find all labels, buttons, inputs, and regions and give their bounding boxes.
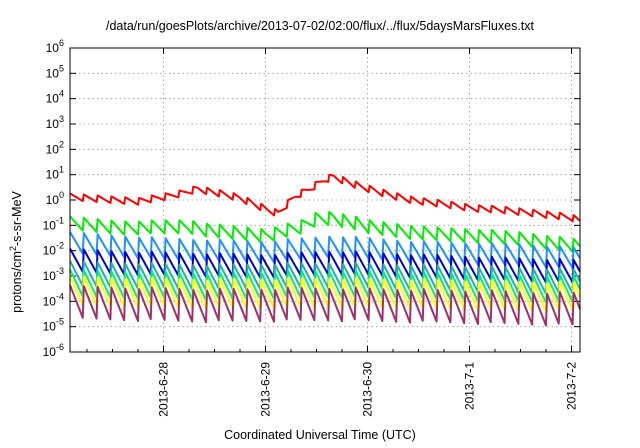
x-tick-label: 2013-6-28 [157, 362, 171, 417]
y-tick-exponent: 0 [59, 190, 64, 200]
chart-title: /data/run/goesPlots/archive/2013-07-02/0… [105, 19, 534, 33]
series-line [69, 248, 581, 284]
y-tick-base: 10 [46, 92, 60, 106]
y-tick-label: 102 [46, 139, 64, 156]
y-tick-base: 10 [46, 66, 60, 80]
y-tick-exponent: -6 [56, 342, 64, 352]
y-tick-base: 10 [43, 345, 57, 359]
y-tick-label: 104 [46, 89, 64, 106]
x-tick-label: 2013-7-1 [463, 362, 477, 410]
series-line [69, 173, 581, 223]
y-tick-exponent: -1 [56, 215, 64, 225]
y-tick-exponent: 6 [59, 38, 64, 48]
x-axis-label: Coordinated Universal Time (UTC) [224, 428, 416, 442]
y-tick-label: 101 [46, 165, 64, 182]
y-tick-base: 10 [46, 117, 60, 131]
y-tick-base: 10 [46, 142, 60, 156]
y-tick-exponent: 2 [59, 139, 64, 149]
y-tick-label: 105 [46, 63, 64, 80]
y-tick-exponent: 1 [59, 165, 64, 175]
x-tick-label: 2013-6-30 [361, 362, 375, 417]
y-tick-base: 10 [43, 269, 57, 283]
y-tick-base: 10 [46, 193, 60, 207]
y-tick-exponent: 4 [59, 89, 64, 99]
x-tick-label: 2013-7-2 [565, 362, 579, 410]
y-tick-exponent: -4 [56, 291, 64, 301]
y-tick-exponent: -5 [56, 317, 64, 327]
series-line [69, 269, 581, 304]
y-tick-base: 10 [43, 244, 57, 258]
series-line [69, 275, 581, 313]
y-tick-base: 10 [46, 41, 60, 55]
y-tick-base: 10 [46, 168, 60, 182]
y-tick-exponent: -3 [56, 266, 64, 276]
y-tick-exponent: 5 [59, 63, 64, 73]
y-tick-base: 10 [43, 218, 57, 232]
y-tick-label: 10-1 [43, 215, 64, 232]
y-tick-base: 10 [43, 294, 57, 308]
y-tick-label: 10-6 [43, 342, 64, 359]
y-tick-label: 103 [46, 114, 64, 131]
y-tick-label: 10-5 [43, 317, 64, 334]
y-tick-exponent: -2 [56, 241, 64, 251]
plot-frame [69, 47, 581, 353]
series-line [69, 260, 581, 295]
series-line [69, 231, 581, 269]
x-tick-label: 2013-6-29 [259, 362, 273, 417]
y-tick-label: 10-4 [43, 291, 64, 308]
y-tick-label: 10-2 [43, 241, 64, 258]
y-tick-label: 100 [46, 190, 64, 207]
y-tick-exponent: 3 [59, 114, 64, 124]
y-tick-base: 10 [43, 320, 57, 334]
y-tick-label: 10-3 [43, 266, 64, 283]
series-line [69, 284, 581, 327]
y-tick-label: 106 [46, 38, 64, 55]
series-line [69, 210, 581, 253]
